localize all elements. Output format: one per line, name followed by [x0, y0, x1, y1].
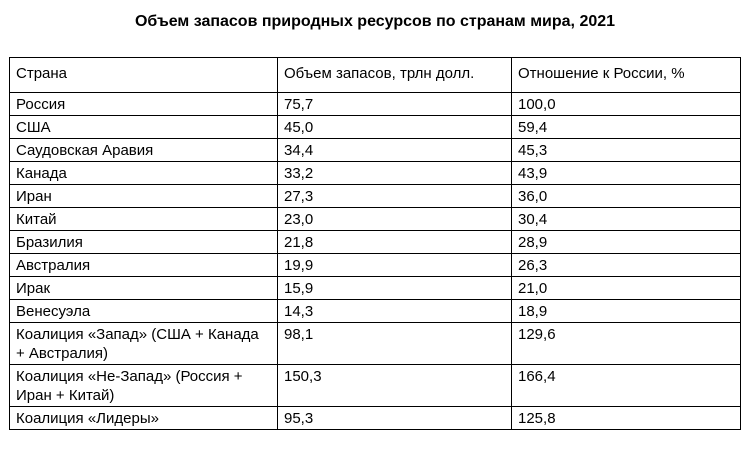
cell-country: Ирак	[9, 276, 278, 300]
table-row: Канада 33,2 43,9	[9, 161, 741, 185]
cell-ratio: 18,9	[511, 299, 741, 323]
column-header-reserves: Объем запасов, трлн долл.	[277, 57, 512, 93]
cell-reserves: 21,8	[277, 230, 512, 254]
cell-reserves: 150,3	[277, 364, 512, 407]
table-title: Объем запасов природных ресурсов по стра…	[134, 13, 616, 30]
cell-reserves: 98,1	[277, 322, 512, 365]
cell-ratio: 36,0	[511, 184, 741, 208]
cell-reserves: 95,3	[277, 406, 512, 430]
cell-reserves: 75,7	[277, 92, 512, 116]
cell-country: Бразилия	[9, 230, 278, 254]
cell-country: Венесуэла	[9, 299, 278, 323]
cell-ratio: 30,4	[511, 207, 741, 231]
cell-reserves: 27,3	[277, 184, 512, 208]
cell-ratio: 26,3	[511, 253, 741, 277]
cell-ratio: 129,6	[511, 322, 741, 365]
table-row: Австралия 19,9 26,3	[9, 253, 741, 277]
cell-country: Коалиция «Запад» (США + Канада + Австрал…	[9, 322, 278, 365]
cell-ratio: 100,0	[511, 92, 741, 116]
table-row: Коалиция «Запад» (США + Канада + Австрал…	[9, 322, 741, 365]
resources-table: Страна Объем запасов, трлн долл. Отношен…	[9, 57, 741, 430]
table-row: Бразилия 21,8 28,9	[9, 230, 741, 254]
cell-country: Канада	[9, 161, 278, 185]
cell-reserves: 14,3	[277, 299, 512, 323]
cell-ratio: 43,9	[511, 161, 741, 185]
cell-ratio: 45,3	[511, 138, 741, 162]
cell-reserves: 34,4	[277, 138, 512, 162]
table-row: США 45,0 59,4	[9, 115, 741, 139]
cell-country: Коалиция «Лидеры»	[9, 406, 278, 430]
cell-ratio: 166,4	[511, 364, 741, 407]
table-row: Коалиция «Лидеры» 95,3 125,8	[9, 406, 741, 430]
cell-country: США	[9, 115, 278, 139]
cell-country: Китай	[9, 207, 278, 231]
cell-ratio: 21,0	[511, 276, 741, 300]
table-row: Саудовская Аравия 34,4 45,3	[9, 138, 741, 162]
cell-country: Австралия	[9, 253, 278, 277]
cell-ratio: 59,4	[511, 115, 741, 139]
cell-ratio: 125,8	[511, 406, 741, 430]
cell-reserves: 33,2	[277, 161, 512, 185]
table-row: Китай 23,0 30,4	[9, 207, 741, 231]
column-header-country: Страна	[9, 57, 278, 93]
cell-reserves: 15,9	[277, 276, 512, 300]
cell-reserves: 23,0	[277, 207, 512, 231]
cell-country: Саудовская Аравия	[9, 138, 278, 162]
column-header-ratio: Отношение к России, %	[511, 57, 741, 93]
cell-reserves: 45,0	[277, 115, 512, 139]
cell-country: Россия	[9, 92, 278, 116]
table-row: Иран 27,3 36,0	[9, 184, 741, 208]
table-row: Коалиция «Не-Запад» (Россия + Иран + Кит…	[9, 364, 741, 407]
cell-country: Коалиция «Не-Запад» (Россия + Иран + Кит…	[9, 364, 278, 407]
table-row: Россия 75,7 100,0	[9, 92, 741, 116]
table-header-row: Страна Объем запасов, трлн долл. Отношен…	[9, 57, 741, 93]
table-row: Ирак 15,9 21,0	[9, 276, 741, 300]
cell-ratio: 28,9	[511, 230, 741, 254]
cell-reserves: 19,9	[277, 253, 512, 277]
cell-country: Иран	[9, 184, 278, 208]
table-row: Венесуэла 14,3 18,9	[9, 299, 741, 323]
